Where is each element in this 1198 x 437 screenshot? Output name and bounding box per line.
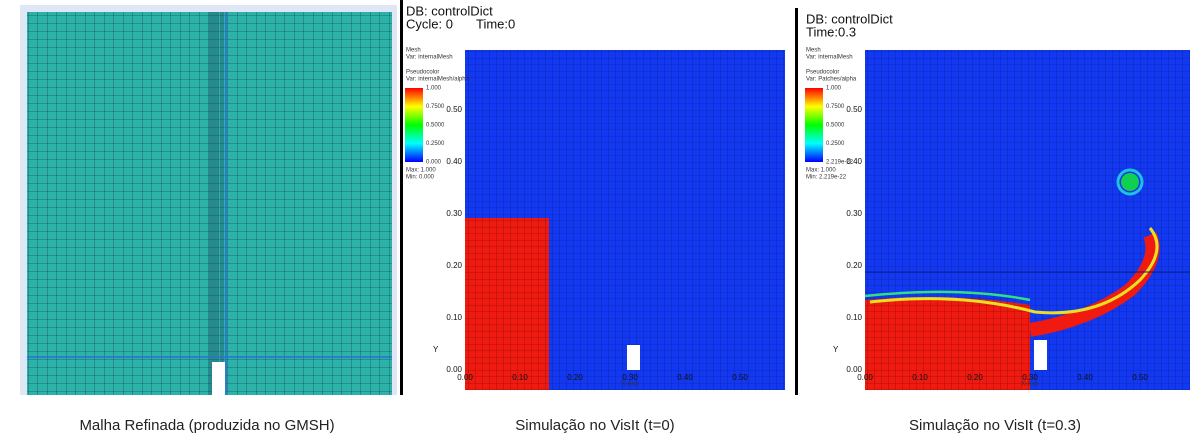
x-axis-title: X-Axis — [1021, 382, 1038, 388]
colorbar — [805, 88, 823, 162]
x-tick-label: 0.40 — [677, 373, 693, 382]
max: Max: 1.000 — [806, 168, 836, 174]
x-tick-label: 0.30 — [622, 373, 638, 382]
y-tick-label: 0.40 — [846, 157, 862, 166]
droplet — [1121, 173, 1139, 191]
legend-label: 1.000 — [826, 86, 842, 92]
time: Time:0.3 — [806, 24, 856, 39]
y-tick-label: 0.00 — [846, 365, 862, 374]
y-tick-label: 0.20 — [446, 261, 462, 270]
x-tick-label: 0.00 — [857, 373, 873, 382]
y-tick-label: 0.10 — [846, 313, 862, 322]
plume-edge — [864, 290, 1031, 302]
mesh-var: Var: internalMesh — [806, 55, 853, 61]
mesh — [27, 12, 392, 395]
legend-label: 0.7500 — [826, 104, 845, 110]
cycle: Cycle: 0 — [406, 16, 453, 31]
max: Max: 1.000 — [406, 168, 436, 174]
water-layer — [865, 296, 1030, 390]
x-tick-label: 0.50 — [1132, 373, 1148, 382]
x-tick-label: 0.40 — [1077, 373, 1093, 382]
pseudo-label: Pseudocolor — [406, 70, 439, 76]
db: DB: controlDict — [806, 11, 893, 26]
pseudo-var: Var: internalMesh/alpha — [406, 77, 470, 83]
y-tick-label: 0.40 — [446, 157, 462, 166]
y-axis-title: Y — [833, 345, 839, 354]
y-tick-label: 0.30 — [446, 209, 462, 218]
legend-label: 0.7500 — [426, 104, 445, 110]
caption: Simulação no VisIt (t=0) — [515, 417, 674, 434]
mesh-var: Var: internalMesh — [406, 55, 453, 61]
y-tick-label: 0.50 — [846, 105, 862, 114]
y-tick-label: 0.50 — [446, 105, 462, 114]
plume-edge — [869, 227, 1159, 315]
droplet-edge — [1116, 168, 1144, 196]
refined-lines — [209, 12, 224, 395]
time: Time:0 — [476, 16, 515, 31]
colorbar — [405, 88, 423, 162]
mesh-label: Mesh — [806, 48, 821, 54]
x-tick-label: 0.10 — [512, 373, 528, 382]
legend-label: 0.2500 — [426, 141, 445, 147]
separator — [795, 8, 798, 395]
legend-label: 0.000 — [426, 160, 442, 166]
legend-label: 0.2500 — [826, 141, 845, 147]
y-tick-label: 0.30 — [846, 209, 862, 218]
legend-label: 0.5000 — [426, 123, 445, 129]
legend-label: 0.5000 — [826, 123, 845, 129]
y-tick-label: 0.10 — [446, 313, 462, 322]
x-axis-title: X-Axis — [621, 382, 638, 388]
x-tick-label: 0.10 — [912, 373, 928, 382]
y-tick-label: 0.00 — [446, 365, 462, 374]
caption: Malha Refinada (produzida no GMSH) — [79, 417, 334, 434]
obstacle — [1034, 340, 1047, 370]
water-column — [465, 218, 549, 390]
x-tick-label: 0.20 — [567, 373, 583, 382]
legend-label: 2.219e-22 — [826, 160, 854, 166]
x-tick-label: 0.00 — [457, 373, 473, 382]
db: DB: controlDict — [406, 3, 493, 18]
legend-label: 1.000 — [426, 86, 442, 92]
obstacle — [627, 345, 640, 370]
caption: Simulação no VisIt (t=0.3) — [909, 417, 1081, 434]
obstacle — [212, 362, 225, 395]
y-tick-label: 0.20 — [846, 261, 862, 270]
min: Min: 2.219e-22 — [806, 175, 847, 181]
mesh-label: Mesh — [406, 48, 421, 54]
y-axis-title: Y — [433, 345, 439, 354]
pseudo-var: Var: Patches/alpha — [806, 77, 857, 83]
min: Min: 0.000 — [406, 175, 435, 181]
x-tick-label: 0.20 — [967, 373, 983, 382]
x-tick-label: 0.30 — [1022, 373, 1038, 382]
pseudo-label: Pseudocolor — [806, 70, 839, 76]
x-tick-label: 0.50 — [732, 373, 748, 382]
separator — [400, 0, 403, 395]
